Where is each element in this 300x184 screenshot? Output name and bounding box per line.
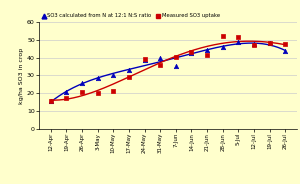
Point <box>80 82 84 85</box>
Point <box>158 63 163 66</box>
Point <box>252 44 256 47</box>
Point <box>142 59 147 62</box>
Point <box>95 77 100 79</box>
Point <box>142 57 147 60</box>
Point <box>48 100 53 103</box>
Legend: SO3 calculated from N at 12:1 N:S ratio, Measured SO3 uptake: SO3 calculated from N at 12:1 N:S ratio,… <box>42 13 220 18</box>
Y-axis label: kg/ha SO3 in crop: kg/ha SO3 in crop <box>19 47 24 104</box>
Point <box>48 100 53 103</box>
Point <box>127 69 131 72</box>
Point <box>158 56 163 59</box>
Point <box>236 36 241 39</box>
Point <box>80 91 84 94</box>
Point <box>267 41 272 44</box>
Point <box>189 52 194 55</box>
Point <box>173 64 178 67</box>
Point <box>205 48 209 51</box>
Point <box>283 50 288 53</box>
Point <box>189 51 194 54</box>
Point <box>220 45 225 48</box>
Point <box>220 35 225 38</box>
Point <box>64 96 69 99</box>
Point <box>111 74 116 77</box>
Point <box>173 55 178 58</box>
Point <box>252 43 256 46</box>
Point <box>127 76 131 79</box>
Point <box>95 92 100 95</box>
Point <box>111 89 116 92</box>
Point <box>205 54 209 56</box>
Point <box>64 91 69 94</box>
Point <box>267 42 272 45</box>
Point <box>283 43 288 46</box>
Point <box>236 40 241 43</box>
